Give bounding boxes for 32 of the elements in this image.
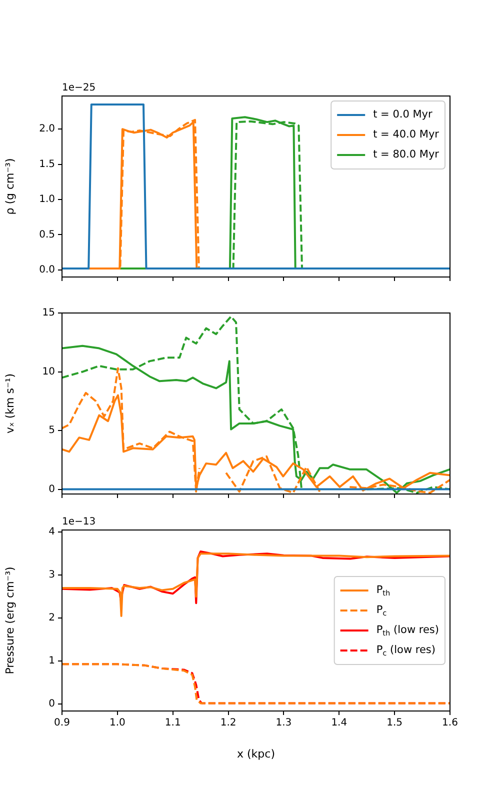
y-tick-label: 0 [48,484,55,495]
legend-label: t = 40.0 Myr [373,128,440,141]
y-tick-label: 10 [42,366,55,378]
x-axis-title: x (kpc) [237,747,275,760]
y-tick-label: 1 [48,656,55,667]
y-tick-label: 5 [48,425,55,436]
y-tick-label: 0.5 [39,229,55,240]
text: 1e−25 [62,82,96,94]
y-tick-label: 0 [48,698,55,710]
x-tick-label: 0.9 [54,718,70,729]
y-axis-title: ρ (g cm⁻³) [3,158,16,215]
y-tick-label: 15 [42,308,55,319]
y-tick-label: 1.0 [39,194,55,206]
x-tick-label: 1.4 [331,718,348,729]
legend-label: t = 80.0 Myr [373,148,440,161]
y-tick-label: 2.0 [39,124,55,135]
y-tick-label: 4 [48,526,55,538]
x-tick-label: 1.2 [220,718,236,729]
line-series [62,663,450,704]
y-axis-title: vₓ (km s⁻¹) [3,373,16,434]
x-tick-label: 1.5 [386,718,403,729]
y-tick-label: 3 [48,570,55,581]
y-tick-label: 1.5 [39,158,55,170]
x-tick-label: 1.3 [276,718,292,729]
y-tick-label: 2 [48,612,55,624]
y-tick-label: 0.0 [39,264,55,276]
text: 1e−13 [62,516,96,528]
legend-label: t = 0.0 Myr [373,108,434,121]
x-tick-label: 1.6 [442,718,458,729]
x-tick-label: 1.1 [164,718,181,729]
x-tick-label: 1.0 [109,718,126,729]
y-axis-title: Pressure (erg cm⁻³) [3,566,16,674]
